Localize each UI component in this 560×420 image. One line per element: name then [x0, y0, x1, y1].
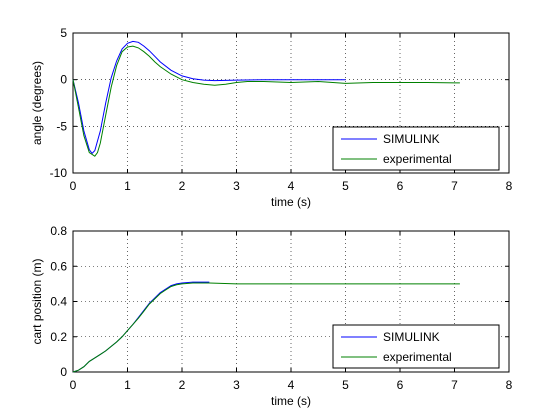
angle-x-tick-label: 6 [397, 179, 404, 193]
angle-x-tick-label: 0 [70, 179, 77, 193]
angle-x-tick-label: 3 [233, 179, 240, 193]
angle-x-axis-label: time (s) [271, 195, 311, 209]
cart-y-tick-label: 0 [60, 365, 67, 379]
cart-x-tick-label: 2 [179, 378, 186, 392]
cart-y-tick-label: 0.8 [50, 224, 67, 238]
cart-x-axis-label: time (s) [271, 394, 311, 408]
angle-x-tick-label: 4 [288, 179, 295, 193]
cart-y-tick-label: 0.4 [50, 295, 67, 309]
angle-legend-label-experimental: experimental [383, 152, 452, 166]
angle-x-tick-label: 2 [179, 179, 186, 193]
angle-x-tick-label: 7 [451, 179, 458, 193]
cart-x-tick-label: 0 [70, 378, 77, 392]
cart-legend-label-experimental: experimental [383, 350, 452, 364]
angle-x-tick-label: 5 [342, 179, 349, 193]
cart-legend: SIMULINK experimental [333, 325, 499, 368]
cart-x-tick-label: 8 [506, 378, 513, 392]
cart-y-tick-label: 0.6 [50, 259, 67, 273]
cart-y-tick-label: 0.2 [50, 330, 67, 344]
angle-x-tick-label: 8 [506, 179, 513, 193]
angle-y-axis-label: angle (degrees) [30, 61, 44, 145]
angle-y-tick-label: -10 [50, 166, 68, 180]
cart-x-tick-label: 5 [342, 378, 349, 392]
cart-y-axis-label: cart position (m) [30, 258, 44, 344]
cart-x-tick-label: 4 [288, 378, 295, 392]
cart-x-tick-label: 3 [233, 378, 240, 392]
cart-x-tick-label: 7 [451, 378, 458, 392]
angle-legend: SIMULINK experimental [333, 127, 499, 170]
angle-y-tick-label: 0 [60, 73, 67, 87]
angle-x-tick-label: 1 [124, 179, 131, 193]
cart-x-tick-label: 1 [124, 378, 131, 392]
cart-legend-label-simulink: SIMULINK [383, 330, 440, 344]
angle-y-tick-label: -5 [56, 119, 67, 133]
cart-x-tick-label: 6 [397, 378, 404, 392]
angle-y-tick-label: 5 [60, 26, 67, 40]
angle-legend-label-simulink: SIMULINK [383, 132, 440, 146]
